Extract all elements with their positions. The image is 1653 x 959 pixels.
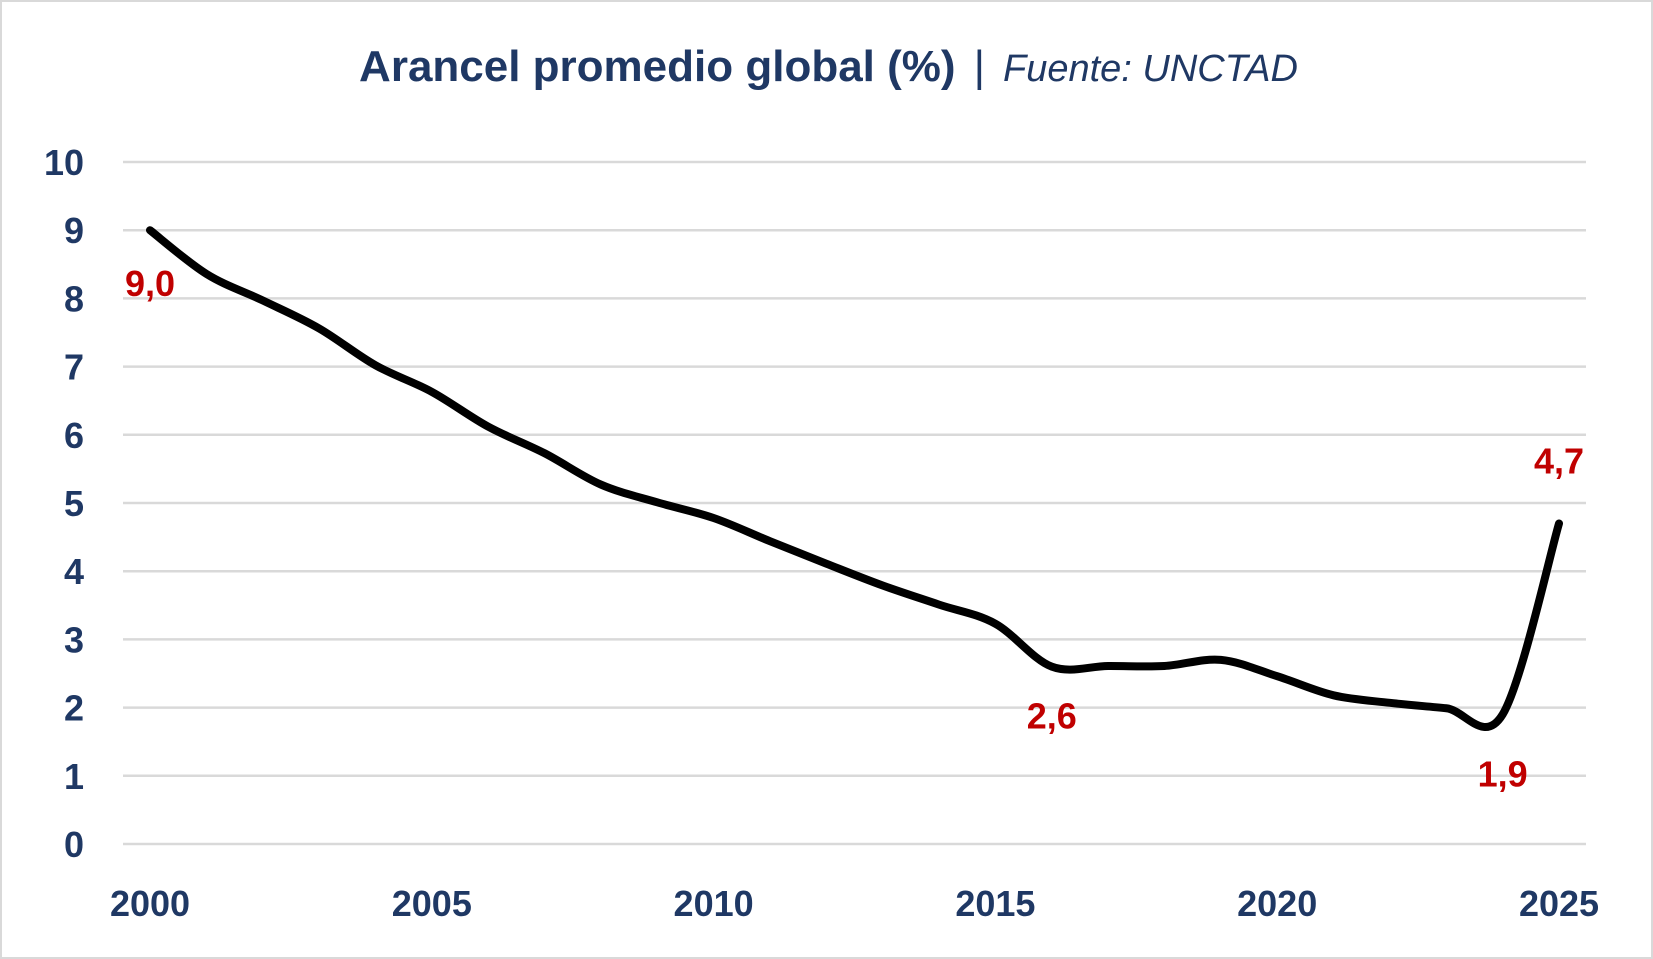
y-tick-label: 3 (64, 619, 84, 660)
data-label: 1,9 (1478, 753, 1528, 794)
y-tick-label: 10 (44, 142, 84, 183)
y-tick-label: 7 (64, 347, 84, 388)
data-label: 9,0 (125, 263, 175, 304)
data-label: 2,6 (1027, 696, 1077, 737)
data-label: 4,7 (1534, 440, 1584, 481)
x-tick-label: 2025 (1519, 883, 1599, 924)
y-tick-label: 5 (64, 483, 84, 524)
x-tick-label: 2010 (674, 883, 754, 924)
subtitle-text: Fuente: UNCTAD (1003, 48, 1298, 90)
x-tick-label: 2000 (110, 883, 190, 924)
chart-title: Arancel promedio global (%) | Fuente: UNCT… (2, 42, 1651, 92)
x-tick-label: 2015 (955, 883, 1035, 924)
title-text: Arancel promedio global (%) (359, 42, 956, 91)
y-tick-label: 1 (64, 756, 84, 797)
x-tick-label: 2005 (392, 883, 472, 924)
y-tick-label: 6 (64, 415, 84, 456)
series-line (146, 226, 1563, 731)
y-tick-label: 8 (64, 278, 84, 319)
y-tick-label: 4 (64, 551, 84, 592)
y-tick-label: 0 (64, 824, 84, 865)
x-tick-label: 2020 (1237, 883, 1317, 924)
y-tick-label: 2 (64, 688, 84, 729)
y-tick-label: 9 (64, 210, 84, 251)
title-separator: | (973, 42, 985, 91)
